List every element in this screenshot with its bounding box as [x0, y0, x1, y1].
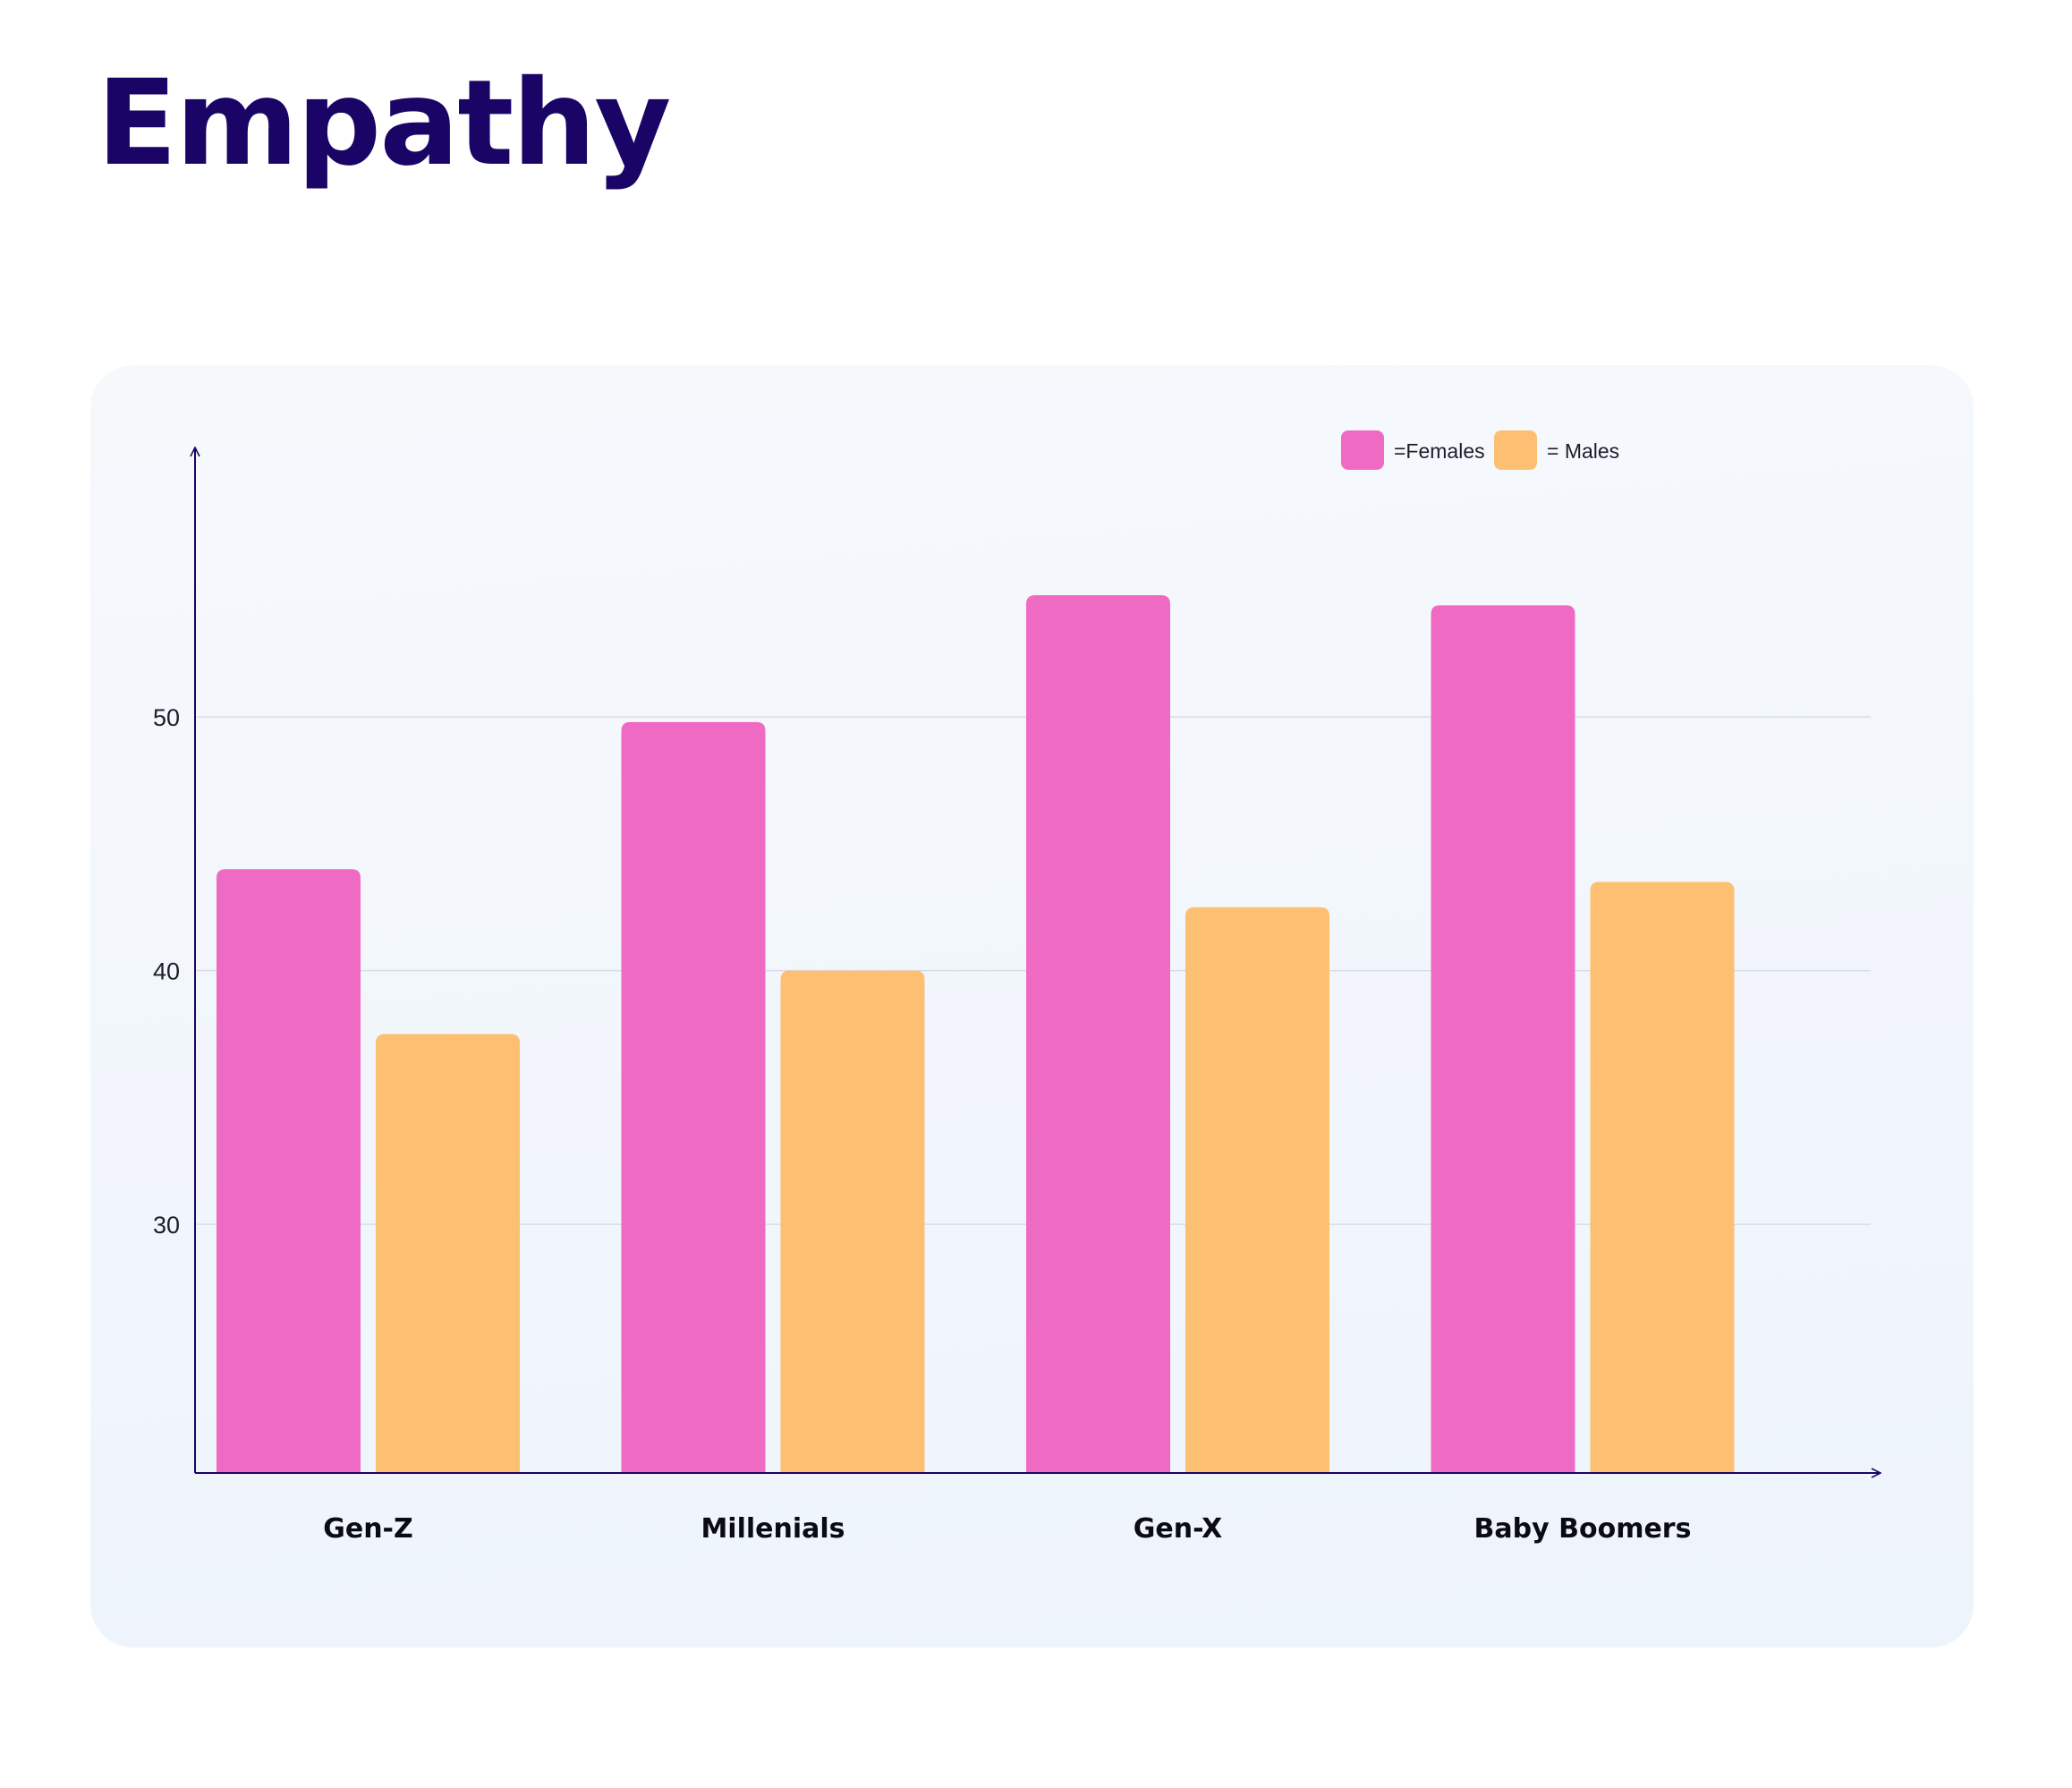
y-tick-labels: 30 40 50 [153, 704, 180, 1239]
bar-males [376, 1034, 520, 1473]
legend-swatch [1341, 430, 1384, 470]
bars [217, 595, 1735, 1473]
x-category-label: Baby Boomers [1474, 1513, 1692, 1545]
chart-card: 30 40 50 Gen-Z Millenials Gen-X Baby Boomers … [90, 365, 1974, 1648]
legend: =Females = Males [1341, 430, 1619, 470]
bar-males [780, 970, 925, 1473]
x-category-label: Millenials [701, 1513, 845, 1545]
y-tick-label: 40 [153, 958, 180, 985]
bar-females [1431, 605, 1575, 1473]
x-category-label: Gen-X [1134, 1513, 1222, 1545]
legend-label: = Males [1547, 439, 1619, 463]
bar-females [217, 869, 361, 1473]
legend-label: =Females [1394, 439, 1485, 463]
bar-females [1026, 595, 1170, 1473]
x-category-labels: Gen-Z Millenials Gen-X Baby Boomers [323, 1513, 1691, 1545]
y-tick-label: 50 [153, 704, 180, 731]
page-title: Empathy [97, 55, 671, 192]
y-tick-label: 30 [153, 1212, 180, 1239]
bar-males [1185, 907, 1329, 1473]
bar-males [1590, 881, 1735, 1473]
bar-females [621, 721, 766, 1473]
axes [195, 447, 1881, 1473]
legend-swatch [1494, 430, 1537, 470]
x-category-label: Gen-Z [323, 1513, 413, 1545]
